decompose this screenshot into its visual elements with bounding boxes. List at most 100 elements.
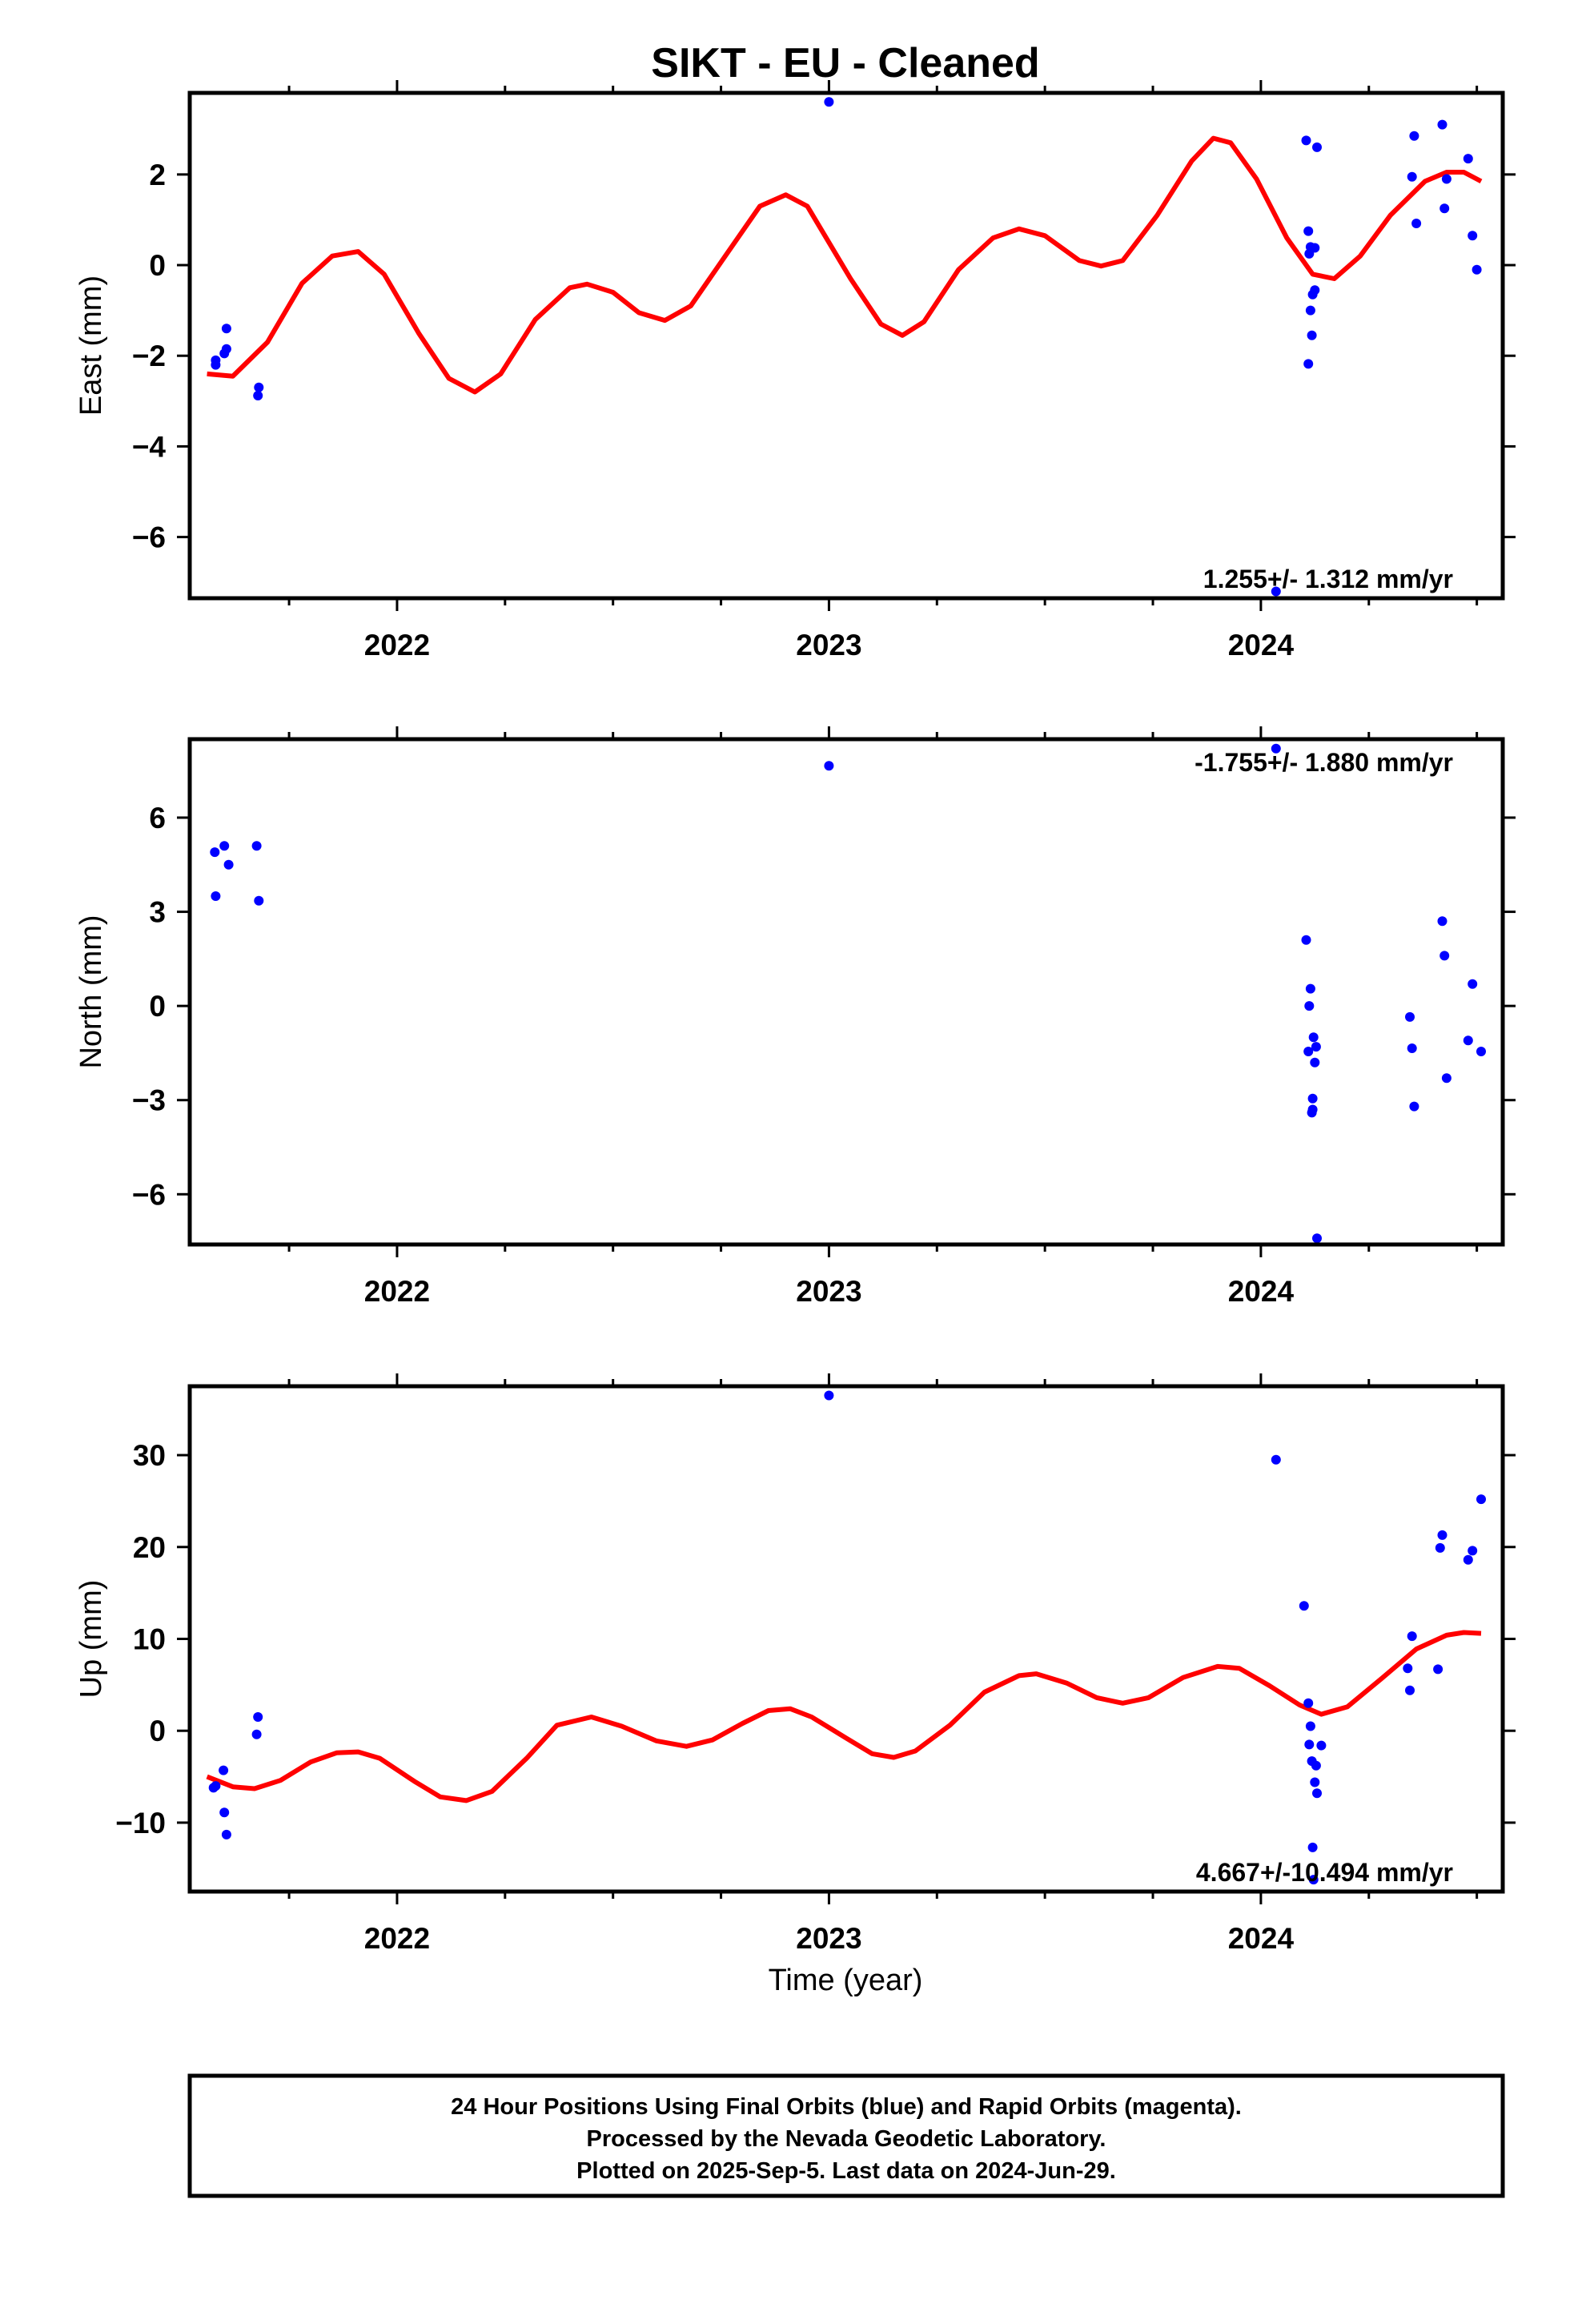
data-point [1303,1698,1314,1708]
y-axis-label: East (mm) [74,275,108,416]
y-axis-label: North (mm) [74,915,108,1068]
data-point [251,1729,262,1739]
data-point [254,895,264,906]
data-point [1271,586,1281,597]
data-point [1308,1875,1319,1885]
data-point [211,891,221,901]
data-point [1476,1494,1486,1505]
data-point [1303,226,1314,236]
x-tick-label: 2024 [1228,1275,1295,1308]
y-tick-label: 2 [149,159,166,191]
data-point [211,360,221,370]
data-point [219,1765,229,1775]
y-tick-label: 0 [149,990,166,1023]
data-point [1308,1032,1319,1043]
data-point [1441,174,1452,184]
y-tick-label: −6 [132,1178,166,1211]
y-tick-label: −2 [132,340,166,372]
x-tick-label: 2023 [796,629,861,661]
footer-line-3: Plotted on 2025-Sep-5. Last data on 2024… [576,2158,1116,2184]
data-point [1409,1101,1419,1112]
data-point [251,841,262,851]
data-point [1310,1777,1320,1787]
y-tick-label: 20 [133,1531,166,1564]
y-tick-label: 0 [149,1715,166,1747]
y-tick-label: −6 [132,521,166,554]
plot-frame [187,90,1505,601]
x-tick-label: 2024 [1228,629,1295,661]
data-point [1316,1740,1327,1751]
data-point [1435,1542,1445,1553]
data-point [1439,951,1450,961]
data-point [1439,203,1450,214]
data-point [219,348,230,359]
panel-1: 2022 2023 2024 2 0 −2 −4 −6 East (mm) 1.255+/- 1.… [74,80,1516,661]
data-point [1468,231,1478,241]
data-point [210,847,220,858]
data-point [1405,1011,1415,1022]
panel-3: 2022 2023 2024 30 20 10 0 −10 Up (mm) 4.667+/-10.… [74,1373,1516,1955]
rate-annotation: 1.255+/- 1.312 mm/yr [1203,565,1453,593]
data-point [1407,1631,1417,1642]
panel-2: 2022 2023 2024 6 3 0 −3 −6 North (mm) -1.755+/- 1… [74,726,1516,1308]
fit-curve [206,1630,1482,1803]
data-point [1305,983,1315,994]
y-tick-label: 6 [149,802,166,834]
footer-line-1: 24 Hour Positions Using Final Orbits (bl… [451,2094,1242,2120]
data-point [1310,243,1320,253]
data-point [1307,1842,1318,1852]
data-point [1310,285,1320,296]
data-point [1299,1601,1309,1611]
data-point [1307,330,1317,340]
x-tick-label: 2024 [1228,1922,1295,1955]
data-point [1307,1093,1318,1104]
data-point [221,324,231,334]
data-point [824,761,834,771]
plot-frame [187,737,1505,1247]
y-tick-label: −3 [132,1084,166,1117]
data-point [1441,1073,1452,1084]
data-point [254,382,264,392]
chart-title: SIKT - EU - Cleaned [651,40,1039,86]
data-point [1476,1047,1486,1056]
data-point [253,391,263,400]
x-axis-label: Time (year) [769,1964,923,1997]
data-point [1472,264,1482,275]
data-point [1407,1043,1417,1053]
footer-line-2: Processed by the Nevada Geodetic Laborat… [587,2126,1106,2152]
data-point [1463,1035,1473,1046]
data-point [1307,1104,1318,1115]
data-point [1437,1530,1447,1540]
data-point [1301,935,1311,945]
data-point [1409,131,1419,141]
x-tick-label: 2022 [364,629,430,661]
data-point [1305,1721,1315,1731]
data-point [1303,359,1314,369]
rate-annotation: 4.667+/-10.494 mm/yr [1196,1858,1453,1887]
plot-frame [187,1384,1505,1894]
data-point [1301,135,1311,146]
data-point [253,1712,263,1722]
y-axis-label: Up (mm) [74,1580,108,1699]
data-point [824,97,834,107]
y-tick-label: 30 [133,1439,166,1472]
data-point [1304,1001,1315,1011]
data-point [1304,1739,1315,1750]
x-tick-label: 2023 [796,1275,861,1308]
y-tick-label: 0 [149,249,166,282]
data-point [1405,1685,1415,1695]
data-point [221,1829,231,1839]
data-point [1271,1454,1281,1465]
data-point [1312,142,1322,152]
data-point [824,1390,834,1401]
data-point [1468,1546,1478,1556]
x-tick-label: 2022 [364,1275,430,1308]
data-point [1303,1047,1314,1056]
data-point [219,841,230,851]
data-point [1437,119,1447,130]
data-point [1310,1057,1320,1068]
data-point [223,859,234,870]
y-tick-label: −4 [132,430,167,463]
